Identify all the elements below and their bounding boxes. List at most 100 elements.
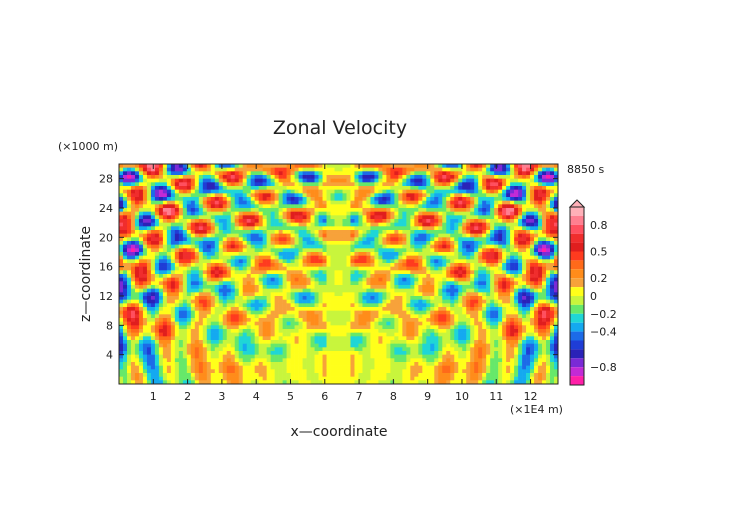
heatmap-cell (394, 175, 399, 179)
heatmap-cell (442, 211, 447, 216)
heatmap-cell (158, 237, 164, 242)
heatmap-cell (242, 252, 248, 256)
heatmap-cell (414, 314, 419, 319)
heatmap-cell (246, 211, 251, 216)
heatmap-cell (182, 189, 188, 194)
heatmap-cell (538, 252, 543, 256)
heatmap-cell (306, 266, 311, 271)
heatmap-cell (546, 252, 551, 256)
heatmap-cell (306, 171, 311, 176)
heatmap-cell (406, 167, 411, 172)
heatmap-cell (290, 285, 295, 289)
heatmap-cell (274, 321, 279, 326)
heatmap-cell (174, 325, 180, 330)
heatmap-cell (370, 288, 375, 293)
heatmap-cell (470, 318, 475, 322)
heatmap-cell (234, 296, 240, 300)
heatmap-cell (490, 211, 495, 216)
heatmap-cell (214, 167, 220, 172)
heatmap-cell (119, 226, 124, 231)
heatmap-cell (514, 248, 519, 253)
heatmap-cell (222, 325, 228, 330)
heatmap-cell (386, 215, 391, 220)
heatmap-cell (434, 178, 439, 183)
heatmap-cell (198, 215, 204, 220)
heatmap-cell (146, 318, 152, 322)
heatmap-cell (510, 215, 515, 220)
heatmap-cell (434, 303, 439, 308)
heatmap-cell (210, 233, 216, 238)
heatmap-cell (494, 296, 499, 300)
heatmap-cell (318, 252, 323, 256)
heatmap-cell (202, 241, 208, 245)
heatmap-cell (294, 310, 299, 315)
heatmap-cell (206, 222, 212, 227)
heatmap-cell (306, 167, 311, 172)
heatmap-cell (542, 259, 547, 264)
heatmap-cell (546, 244, 551, 249)
heatmap-cell (458, 310, 463, 315)
heatmap-cell (418, 274, 423, 278)
heatmap-cell (342, 325, 347, 330)
heatmap-cell (258, 182, 263, 187)
heatmap-cell (178, 171, 184, 176)
heatmap-cell (422, 164, 427, 168)
heatmap-cell (158, 288, 164, 293)
heatmap-cell (198, 222, 204, 227)
heatmap-cell (226, 233, 232, 238)
heatmap-cell (514, 288, 519, 293)
heatmap-cell (119, 325, 124, 330)
heatmap-cell (358, 244, 363, 249)
heatmap-cell (434, 219, 439, 223)
heatmap-cell (122, 233, 128, 238)
heatmap-cell (130, 244, 136, 249)
heatmap-cell (250, 193, 255, 198)
heatmap-cell (206, 241, 212, 245)
heatmap-cell (546, 200, 551, 205)
heatmap-cell (246, 303, 251, 308)
heatmap-cell (458, 296, 463, 300)
heatmap-cell (554, 321, 559, 326)
heatmap-cell (119, 178, 124, 183)
heatmap-cell (222, 241, 228, 245)
heatmap-cell (322, 193, 327, 198)
heatmap-cell (258, 241, 263, 245)
heatmap-cell (374, 263, 379, 267)
heatmap-cell (398, 321, 403, 326)
heatmap-cell (386, 189, 391, 194)
heatmap-cell (402, 277, 407, 282)
heatmap-cell (154, 296, 160, 300)
heatmap-cell (262, 314, 267, 319)
heatmap-cell (166, 277, 172, 282)
heatmap-cell (526, 244, 531, 249)
heatmap-cell (446, 171, 451, 176)
heatmap-cell (298, 204, 303, 209)
heatmap-cell (510, 310, 515, 315)
heatmap-cell (230, 263, 236, 267)
heatmap-cell (250, 204, 255, 209)
heatmap-cell (162, 248, 168, 253)
heatmap-cell (470, 189, 475, 194)
heatmap-cell (286, 222, 291, 227)
heatmap-cell (546, 310, 551, 315)
heatmap-cell (210, 193, 216, 198)
heatmap-cell (178, 193, 184, 198)
heatmap-cell (434, 233, 439, 238)
heatmap-cell (218, 263, 224, 267)
heatmap-cell (422, 285, 427, 289)
heatmap-cell (450, 266, 455, 271)
heatmap-cell (238, 310, 244, 315)
heatmap-cell (130, 248, 136, 253)
heatmap-cell (138, 329, 144, 333)
heatmap-cell (294, 233, 299, 238)
heatmap-cell (518, 314, 523, 319)
heatmap-cell (178, 244, 184, 249)
heatmap-cell (282, 167, 287, 172)
heatmap-cell (202, 292, 208, 297)
heatmap-cell (290, 314, 295, 319)
heatmap-cell (462, 285, 467, 289)
heatmap-cell (198, 299, 204, 304)
heatmap-cell (154, 182, 160, 187)
heatmap-cell (358, 299, 363, 304)
heatmap-cell (418, 310, 423, 315)
